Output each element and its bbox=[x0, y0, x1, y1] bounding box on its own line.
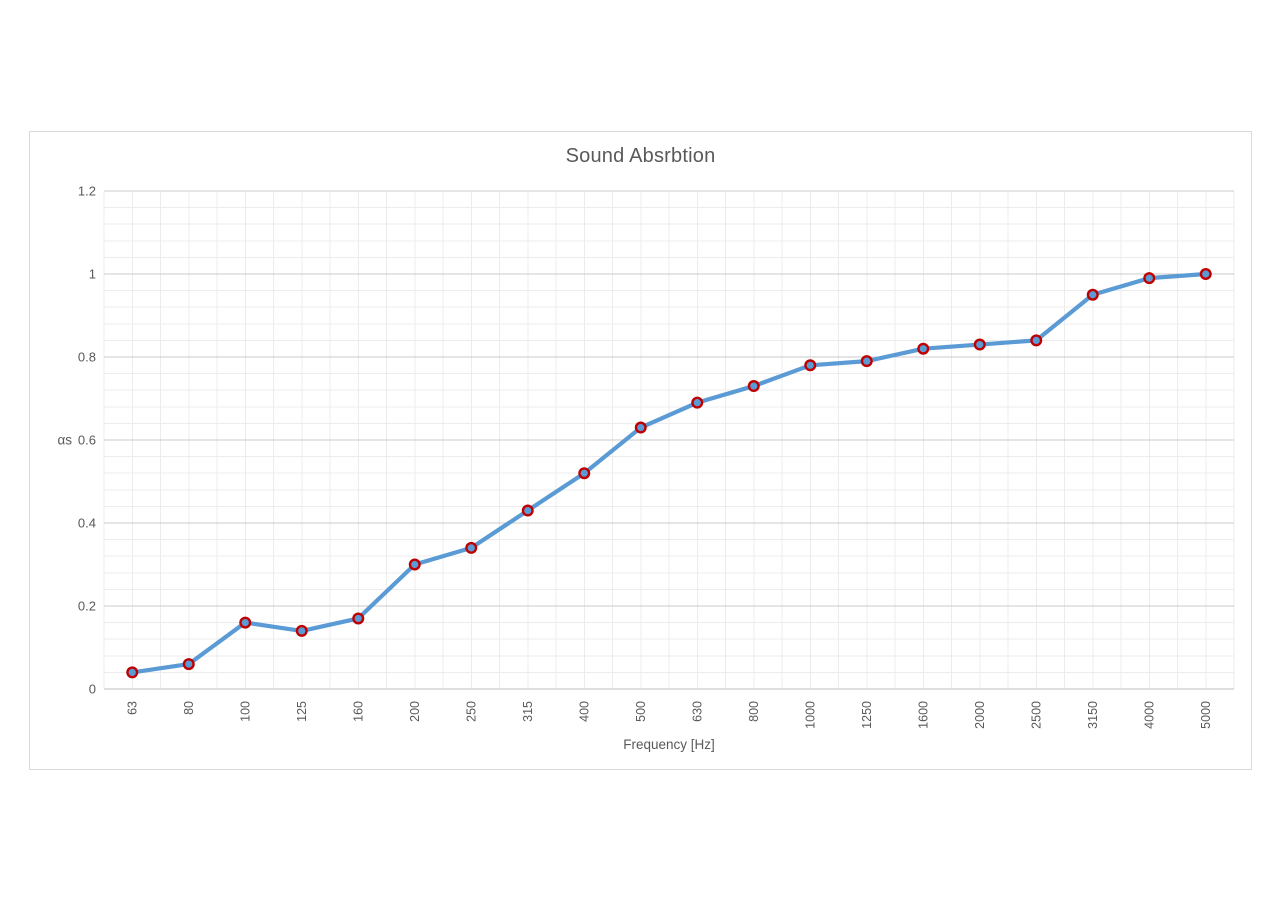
x-tick-label: 3150 bbox=[1086, 701, 1100, 729]
x-tick-label: 1250 bbox=[860, 701, 874, 729]
x-tick-label: 250 bbox=[464, 701, 478, 722]
data-point bbox=[408, 558, 421, 571]
x-tick-label: 315 bbox=[521, 701, 535, 722]
x-axis-title: Frequency [Hz] bbox=[623, 737, 715, 752]
x-tick-label: 1000 bbox=[803, 701, 817, 729]
data-point bbox=[465, 541, 478, 554]
x-tick-label: 160 bbox=[351, 701, 365, 722]
data-point bbox=[1086, 288, 1099, 301]
y-tick-label: 0.2 bbox=[78, 599, 96, 614]
x-tick-label: 5000 bbox=[1199, 701, 1213, 729]
chart-title: Sound Absrbtion bbox=[565, 145, 716, 167]
y-tick-label: 1.2 bbox=[78, 184, 96, 199]
x-tick-label: 500 bbox=[634, 701, 648, 722]
y-tick-label: 0.6 bbox=[78, 433, 96, 448]
y-tick-label: 0.4 bbox=[78, 516, 96, 531]
data-point bbox=[239, 616, 252, 629]
data-point bbox=[634, 421, 647, 434]
data-point bbox=[1030, 334, 1043, 347]
data-point bbox=[1199, 267, 1212, 280]
data-point bbox=[973, 338, 986, 351]
x-tick-label: 200 bbox=[408, 701, 422, 722]
data-point bbox=[578, 467, 591, 480]
x-tick-label: 800 bbox=[747, 701, 761, 722]
data-point bbox=[352, 612, 365, 625]
data-point bbox=[182, 658, 195, 671]
y-tick-label: 0 bbox=[89, 682, 96, 697]
x-tick-label: 63 bbox=[125, 701, 139, 715]
data-point bbox=[917, 342, 930, 355]
data-point bbox=[804, 359, 817, 372]
y-tick-label: 0.8 bbox=[78, 350, 96, 365]
x-tick-label: 80 bbox=[182, 701, 196, 715]
x-tick-label: 630 bbox=[690, 701, 704, 722]
series-line bbox=[130, 271, 1208, 675]
data-point bbox=[860, 355, 873, 368]
data-point bbox=[126, 666, 139, 679]
y-tick-label: 1 bbox=[89, 267, 96, 282]
x-tick-label: 2000 bbox=[973, 701, 987, 729]
chart: Sound Absrbtion 0 0.2 0.4 0.6 0.8 1 1.2 αs 63 80 1… bbox=[29, 131, 1252, 770]
x-tick-label: 2500 bbox=[1029, 701, 1043, 729]
x-tick-label: 100 bbox=[238, 701, 252, 722]
data-point bbox=[691, 396, 704, 409]
x-tick-label: 400 bbox=[577, 701, 591, 722]
data-point bbox=[1143, 272, 1156, 285]
plot-area: 0 0.2 0.4 0.6 0.8 1 1.2 αs 63 80 100 125 160 200 250 31… bbox=[57, 184, 1235, 752]
data-point bbox=[295, 624, 308, 637]
x-tick-label: 1600 bbox=[916, 701, 930, 729]
x-tick-label: 4000 bbox=[1142, 701, 1156, 729]
data-point bbox=[521, 504, 534, 517]
x-tick-label: 125 bbox=[295, 701, 309, 722]
y-axis-title: αs bbox=[57, 433, 72, 448]
data-point bbox=[747, 380, 760, 393]
